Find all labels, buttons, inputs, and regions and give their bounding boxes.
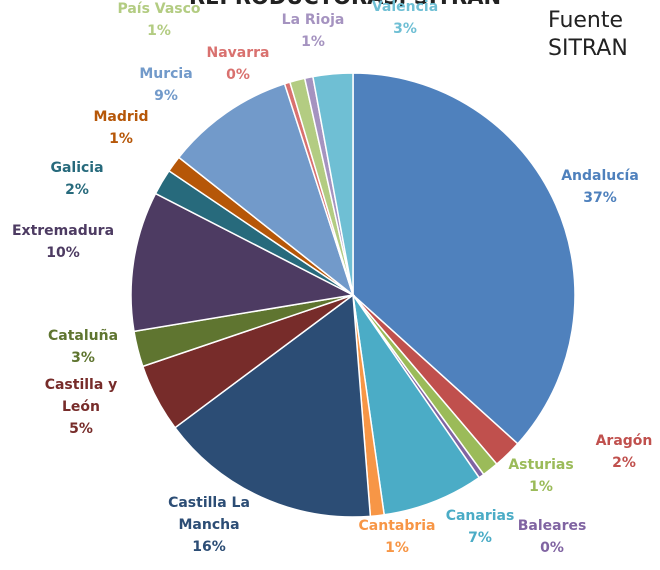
pie-slice <box>130 192 356 333</box>
pie-slice <box>173 293 372 518</box>
pie-slice <box>177 82 355 298</box>
slice-value-label: 2% <box>612 455 636 471</box>
slice-label: Cataluña <box>48 328 118 344</box>
slice-label: Asturias <box>508 457 573 473</box>
slice-label: Castilla y León <box>45 377 118 415</box>
slice-value-label: 3% <box>71 350 95 366</box>
slice-label: Canarias <box>446 508 515 524</box>
slice-label: Andalucía <box>561 168 639 184</box>
slice-value-label: 5% <box>69 421 93 437</box>
slice-value-label: 1% <box>529 479 553 495</box>
slice-label: Galicia <box>50 160 103 176</box>
slice-label: Navarra <box>207 45 270 61</box>
pie-slice <box>352 72 576 445</box>
slice-value-label: 0% <box>226 67 250 83</box>
slice-value-label: 0% <box>540 540 564 556</box>
slice-value-label: 1% <box>147 23 171 39</box>
slice-value-label: 10% <box>46 245 80 261</box>
slice-value-label: 7% <box>468 530 492 546</box>
slice-label: Castilla La Mancha <box>168 495 250 533</box>
slice-value-label: 9% <box>154 88 178 104</box>
source-note: SITRAN <box>548 36 628 61</box>
slice-label: Madrid <box>93 109 148 125</box>
slice-value-label: 1% <box>301 34 325 50</box>
slice-label: Cantabria <box>359 518 436 534</box>
slice-value-label: 2% <box>65 182 89 198</box>
slice-value-label: 1% <box>385 540 409 556</box>
pie-slice <box>352 294 481 516</box>
source-note: Fuente <box>548 8 623 33</box>
slice-label: Baleares <box>518 518 587 534</box>
chart-title: REPRODUCTORAS, SITRAN <box>189 0 501 9</box>
slice-label: Murcia <box>139 66 192 82</box>
slice-value-label: 16% <box>192 539 226 555</box>
slice-value-label: 37% <box>583 190 617 206</box>
slice-value-label: 1% <box>109 131 133 147</box>
slice-value-label: 3% <box>393 21 417 37</box>
slice-label: Valencia <box>372 0 438 15</box>
slice-label: Extremadura <box>12 223 114 239</box>
slice-label: País Vasco <box>117 1 200 17</box>
slice-label: La Rioja <box>282 12 345 28</box>
slice-label: Aragón <box>596 433 653 449</box>
pie-slice <box>312 72 354 296</box>
